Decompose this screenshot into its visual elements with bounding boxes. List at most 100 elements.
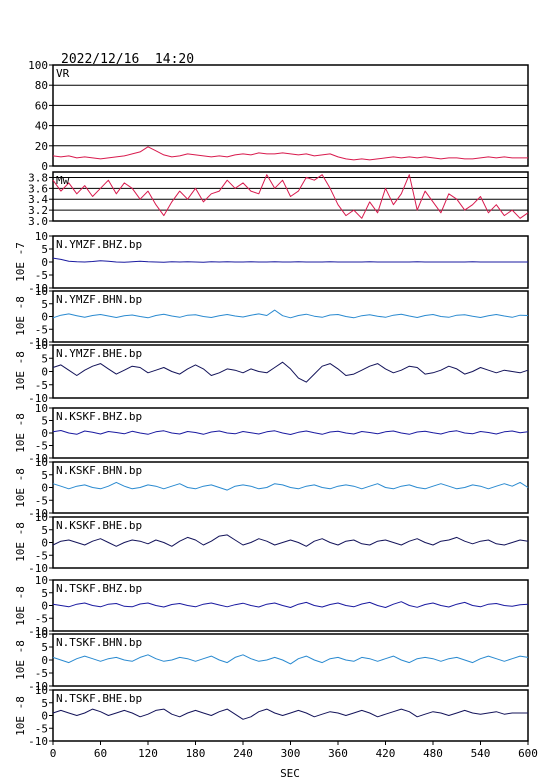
y-tick-label: -5 (35, 722, 48, 735)
series-line (52, 430, 529, 435)
y-tick-label: 10 (35, 339, 48, 352)
y-tick-label: -10 (28, 680, 48, 693)
y-tick-label: -5 (35, 612, 48, 625)
y-tick-label: 5 (41, 243, 48, 256)
y-tick-label: 5 (41, 415, 48, 428)
y-tick-label: 5 (41, 587, 48, 600)
panel-label: VR (56, 67, 70, 80)
y-tick-label: 0 (41, 427, 48, 440)
y-tick-label: -5 (35, 323, 48, 336)
y-tick-label: 0 (41, 256, 48, 269)
y-tick-label: 0 (41, 482, 48, 495)
y-tick-label: 100 (28, 59, 48, 72)
panel-label: N.TSKF.BHZ.bp (56, 582, 142, 595)
y-tick-label: -10 (28, 562, 48, 575)
unit-label: 10E -8 (14, 468, 27, 508)
y-tick-label: 10 (35, 402, 48, 415)
panel-mw: 3.03.23.43.63.8 Mw (28, 171, 529, 228)
x-tick-label: 480 (423, 747, 443, 760)
unit-label: 10E -8 (14, 351, 27, 391)
y-tick-label: 10 (35, 628, 48, 641)
y-tick-label: 0 (41, 537, 48, 550)
unit-label: 10E -8 (14, 696, 27, 736)
y-tick-label: -10 (28, 735, 48, 748)
y-tick-label: 3.2 (28, 204, 48, 217)
y-tick-label: 5 (41, 352, 48, 365)
unit-label: 10E -7 (14, 242, 27, 282)
x-tick-label: 120 (138, 747, 158, 760)
x-tick-label: 180 (186, 747, 206, 760)
y-tick-label: 3.4 (28, 193, 48, 206)
y-tick-label: 5 (41, 469, 48, 482)
y-tick-label: 10 (35, 285, 48, 298)
y-tick-label: -10 (28, 282, 48, 295)
y-tick-label: 60 (35, 99, 48, 112)
unit-label: 10E -8 (14, 522, 27, 562)
y-tick-label: -10 (28, 392, 48, 405)
panel-label: N.YMZF.BHN.bp (56, 293, 142, 306)
x-tick-label: 360 (328, 747, 348, 760)
series-line (52, 481, 529, 491)
y-tick-label: 3.0 (28, 215, 48, 228)
y-tick-label: 10 (35, 511, 48, 524)
y-tick-label: -5 (35, 549, 48, 562)
panel-frame (52, 171, 529, 222)
y-tick-label: 5 (41, 697, 48, 710)
series-line (52, 309, 529, 319)
series-line (52, 146, 528, 161)
y-tick-label: 0 (41, 710, 48, 723)
y-tick-label: -10 (28, 507, 48, 520)
panel-label: N.KSKF.BHN.bp (56, 464, 142, 477)
y-tick-label: 0 (41, 654, 48, 667)
y-tick-label: 10 (35, 574, 48, 587)
panel-label: N.TSKF.BHE.bp (56, 692, 142, 705)
y-tick-label: 5 (41, 641, 48, 654)
series-line (52, 257, 528, 263)
y-tick-label: 20 (35, 140, 48, 153)
series-line (52, 174, 529, 219)
series-line (52, 601, 529, 608)
y-tick-label: 10 (35, 230, 48, 243)
x-tick-label: 60 (94, 747, 107, 760)
unit-label: 10E -8 (14, 413, 27, 453)
y-tick-label: -10 (28, 336, 48, 349)
y-tick-label: 0 (41, 366, 48, 379)
y-tick-label: 40 (35, 120, 48, 133)
y-tick-label: 0 (41, 160, 48, 173)
series-line (52, 654, 529, 665)
y-tick-label: -5 (35, 494, 48, 507)
unit-label: 10E -8 (14, 640, 27, 680)
y-tick-label: -5 (35, 440, 48, 453)
x-tick-label: 0 (50, 747, 57, 760)
panel-label: Mw (56, 174, 70, 187)
panel-label: N.YMZF.BHE.bp (56, 347, 142, 360)
y-tick-label: 10 (35, 456, 48, 469)
y-tick-label: -5 (35, 379, 48, 392)
x-tick-label: 600 (518, 747, 538, 760)
y-tick-label: -10 (28, 452, 48, 465)
y-tick-label: 5 (41, 524, 48, 537)
timestamp: 2022/12/16 14:20 (61, 52, 194, 67)
y-tick-label: 80 (35, 79, 48, 92)
y-tick-label: -10 (28, 625, 48, 638)
y-tick-label: 3.8 (28, 171, 48, 184)
series-line (52, 708, 528, 720)
panel-label: N.KSKF.BHE.bp (56, 519, 142, 532)
panel-vr: 0 20 40 60 80 100 VR (28, 59, 529, 173)
panel-label: N.TSKF.BHN.bp (56, 636, 142, 649)
x-axis-label: SEC (280, 767, 300, 780)
y-tick-label: 5 (41, 298, 48, 311)
panel-label: N.YMZF.BHZ.bp (56, 238, 142, 251)
x-axis: 0 60 120 180 240 300 360 420 480 540 600 (50, 741, 538, 760)
y-tick-label: 3.6 (28, 182, 48, 195)
y-tick-label: -5 (35, 667, 48, 680)
